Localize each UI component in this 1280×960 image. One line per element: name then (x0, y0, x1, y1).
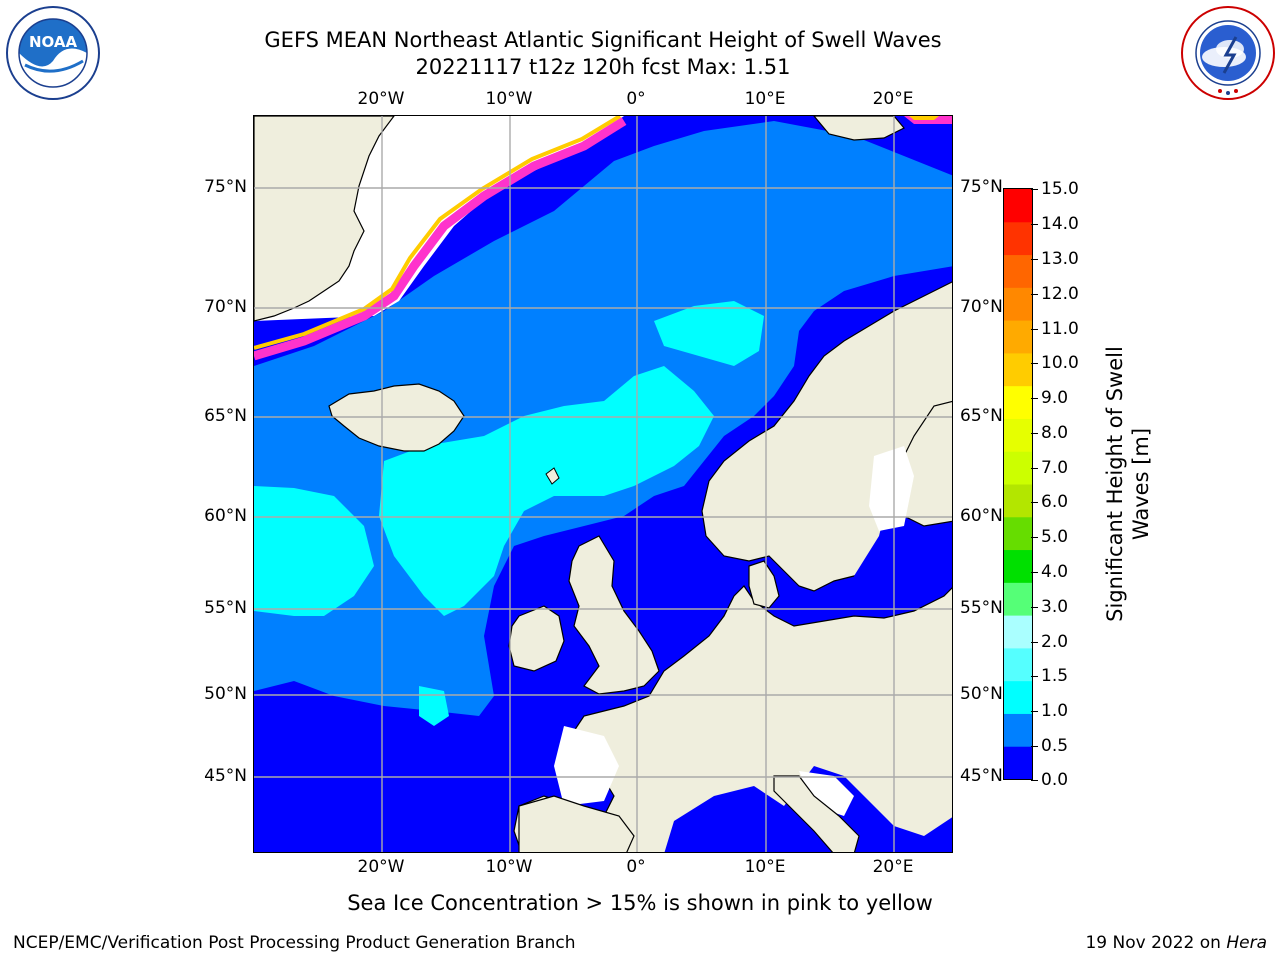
colorbar-segment (1004, 746, 1032, 780)
colorbar-segment (1004, 352, 1032, 387)
colorbar-tick-label: 4.0 (1030, 562, 1069, 582)
lat-label-left: 50°N (204, 684, 247, 704)
colorbar-segment (1004, 680, 1032, 714)
colorbar-tick-label: 6.0 (1030, 492, 1069, 512)
lat-label-left: 55°N (204, 598, 247, 618)
lat-label-right: 70°N (960, 297, 1003, 317)
sea-high-band (654, 301, 764, 366)
colorbar-tick-label: 0.0 (1030, 770, 1069, 790)
sea-ice-area (869, 446, 914, 531)
colorbar-segment (1004, 549, 1032, 583)
lon-label-top: 20°W (357, 89, 405, 109)
sea-ice-edge (254, 116, 622, 350)
sea-baltic (854, 516, 952, 596)
colorbar-segment (1004, 418, 1032, 452)
colorbar-tick-label: 10.0 (1031, 353, 1079, 373)
colorbar-tick-label: 3.0 (1030, 597, 1069, 617)
colorbar-tick-label: 12.0 (1031, 284, 1079, 304)
colorbar-tick-label: 13.0 (1031, 249, 1079, 269)
noaa-logo: NOAA (5, 5, 101, 101)
colorbar-segment (1004, 647, 1032, 682)
lon-label-bottom: 10°W (485, 857, 533, 877)
colorbar-tick-label: 0.5 (1030, 736, 1069, 756)
sea-high-band (379, 366, 714, 616)
sea-high-band (419, 686, 449, 726)
land-italy (773, 775, 860, 852)
run-date-text: 19 Nov 2022 on (1085, 933, 1227, 953)
nws-logo (1180, 5, 1276, 101)
colorbar-tick-label: 15.0 (1031, 179, 1079, 199)
colorbar-segment (1004, 713, 1032, 747)
producer-credit: NCEP/EMC/Verification Post Processing Pr… (13, 933, 576, 953)
lat-label-right: 65°N (960, 406, 1003, 426)
lon-label-top: 0° (626, 89, 646, 109)
lon-label-bottom: 10°E (744, 857, 786, 877)
noaa-logo-text: NOAA (28, 33, 78, 51)
colorbar (1003, 188, 1033, 780)
colorbar-tick-label: 14.0 (1031, 214, 1079, 234)
sea-ice-edge (909, 116, 939, 120)
sea-ice-area (554, 726, 619, 806)
map-subtitle: 20221117 t12z 120h fcst Max: 1.51 (415, 55, 791, 79)
lat-label-right: 75°N (960, 177, 1003, 197)
colorbar-segment (1004, 254, 1032, 288)
map-panel[interactable] (253, 115, 953, 853)
colorbar-segment (1004, 221, 1032, 256)
land-greenland (254, 116, 395, 322)
colorbar-segment (1004, 385, 1032, 419)
lat-label-left: 70°N (204, 297, 247, 317)
lat-label-left: 75°N (204, 177, 247, 197)
map-gridlines (254, 116, 952, 852)
map-title: GEFS MEAN Northeast Atlantic Significant… (264, 28, 942, 52)
lat-label-right: 45°N (960, 766, 1003, 786)
land-svalbard (813, 116, 905, 141)
land-iberia (518, 795, 635, 852)
sea-ice-area (799, 771, 854, 816)
sea-high-band (254, 486, 374, 616)
sea-ice-edge (254, 117, 627, 361)
colorbar-label: Significant Height of Swell Waves [m] (1103, 346, 1153, 622)
colorbar-segment (1004, 484, 1032, 518)
colorbar-tick-label: 8.0 (1030, 423, 1069, 443)
lat-label-left: 45°N (204, 766, 247, 786)
colorbar-segment (1004, 615, 1032, 649)
lat-label-left: 60°N (204, 506, 247, 526)
lat-label-right: 60°N (960, 506, 1003, 526)
lat-label-right: 50°N (960, 684, 1003, 704)
colorbar-tick-label: 2.0 (1030, 632, 1069, 652)
colorbar-tick-label: 1.5 (1030, 666, 1069, 686)
colorbar-segment (1004, 189, 1032, 223)
run-date: 19 Nov 2022 on Hera (1085, 933, 1267, 953)
lat-label-left: 65°N (204, 406, 247, 426)
colorbar-segment (1004, 582, 1032, 616)
sea-ice-note: Sea Ice Concentration > 15% is shown in … (347, 891, 933, 915)
lon-label-bottom: 0° (626, 857, 646, 877)
lon-label-bottom: 20°W (357, 857, 405, 877)
colorbar-segment (1004, 287, 1032, 321)
lon-label-bottom: 20°E (872, 857, 914, 877)
land-faroe (545, 467, 560, 485)
lon-label-top: 10°W (485, 89, 533, 109)
lat-label-right: 55°N (960, 598, 1003, 618)
colorbar-tick-label: 9.0 (1030, 388, 1069, 408)
colorbar-segment (1004, 451, 1032, 485)
colorbar-segment (1004, 516, 1032, 551)
host-name: Hera (1226, 933, 1267, 953)
colorbar-segment (1004, 320, 1032, 354)
lon-label-top: 10°E (744, 89, 786, 109)
colorbar-tick-label: 5.0 (1030, 527, 1069, 547)
colorbar-tick-label: 11.0 (1031, 319, 1079, 339)
colorbar-tick-label: 7.0 (1030, 458, 1069, 478)
lon-label-top: 20°E (872, 89, 914, 109)
colorbar-tick-label: 1.0 (1030, 701, 1069, 721)
